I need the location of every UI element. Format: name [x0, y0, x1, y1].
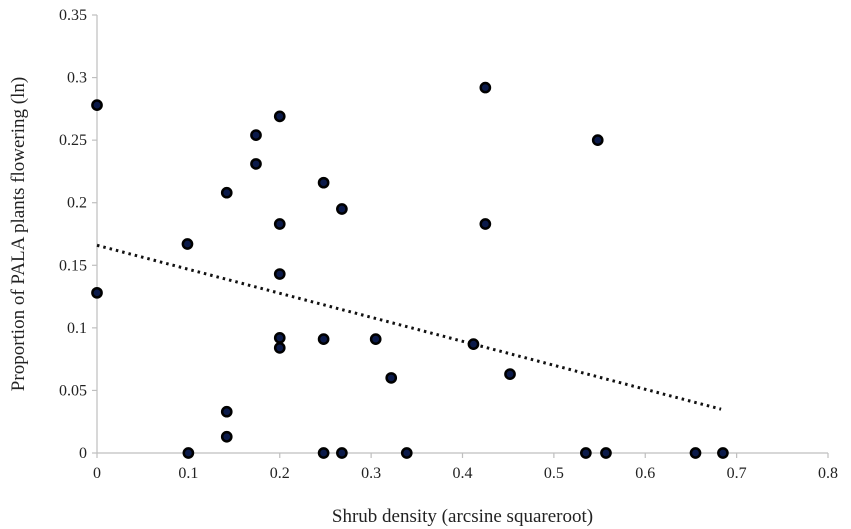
data-point [250, 129, 262, 141]
data-point [369, 333, 382, 345]
y-tick-label: 0.3 [67, 70, 87, 87]
data-point [273, 342, 286, 354]
data-point [220, 405, 233, 418]
y-axis-title: Proportion of PALA plants flowering (ln) [8, 77, 29, 391]
x-axis-ticks: 0 0.1 0.2 0.3 0.4 0.5 0.6 0.7 0.8 [93, 453, 838, 482]
data-point [273, 110, 286, 123]
data-point [385, 372, 398, 384]
data-point [689, 447, 702, 459]
data-point [91, 99, 103, 111]
y-axis-ticks: 0 0.05 0.1 0.15 0.2 0.25 0.3 0.35 [59, 7, 97, 462]
data-point [273, 268, 286, 280]
data-point [467, 338, 480, 350]
x-tick-label: 0 [93, 465, 101, 482]
x-tick-label: 0.8 [818, 465, 838, 482]
data-point [600, 447, 612, 459]
data-point [220, 430, 233, 443]
data-point [317, 333, 330, 345]
data-points [91, 81, 729, 459]
data-point [181, 238, 194, 250]
data-point [504, 368, 516, 381]
y-tick-label: 0.15 [59, 257, 87, 274]
x-axis-title: Shrub density (arcsine squareroot) [332, 506, 593, 527]
data-point [250, 158, 262, 170]
y-tick-label: 0.25 [59, 132, 87, 149]
x-tick-label: 0.3 [361, 465, 381, 482]
data-point [273, 218, 286, 230]
trendline [96, 243, 722, 411]
data-point [220, 186, 233, 199]
data-point [317, 447, 330, 459]
x-tick-label: 0.2 [270, 465, 290, 482]
data-point [479, 218, 492, 230]
data-point [717, 447, 729, 459]
data-point [580, 447, 592, 459]
y-tick-label: 0.1 [67, 320, 87, 337]
x-tick-label: 0.7 [727, 465, 747, 482]
data-point [91, 286, 103, 299]
y-tick-label: 0 [79, 445, 87, 462]
x-tick-label: 0.5 [544, 465, 564, 482]
x-tick-label: 0.4 [453, 465, 473, 482]
data-point [336, 447, 348, 459]
x-tick-label: 0.1 [178, 465, 198, 482]
y-tick-label: 0.2 [67, 195, 87, 212]
data-point [336, 203, 348, 215]
data-point [317, 176, 330, 189]
y-tick-label: 0.05 [59, 382, 87, 399]
data-point [400, 447, 413, 459]
y-tick-label: 0.35 [59, 7, 87, 24]
data-point [591, 134, 604, 146]
x-tick-label: 0.6 [635, 465, 655, 482]
data-point [479, 81, 492, 94]
data-point [182, 447, 195, 459]
data-point [273, 332, 286, 344]
